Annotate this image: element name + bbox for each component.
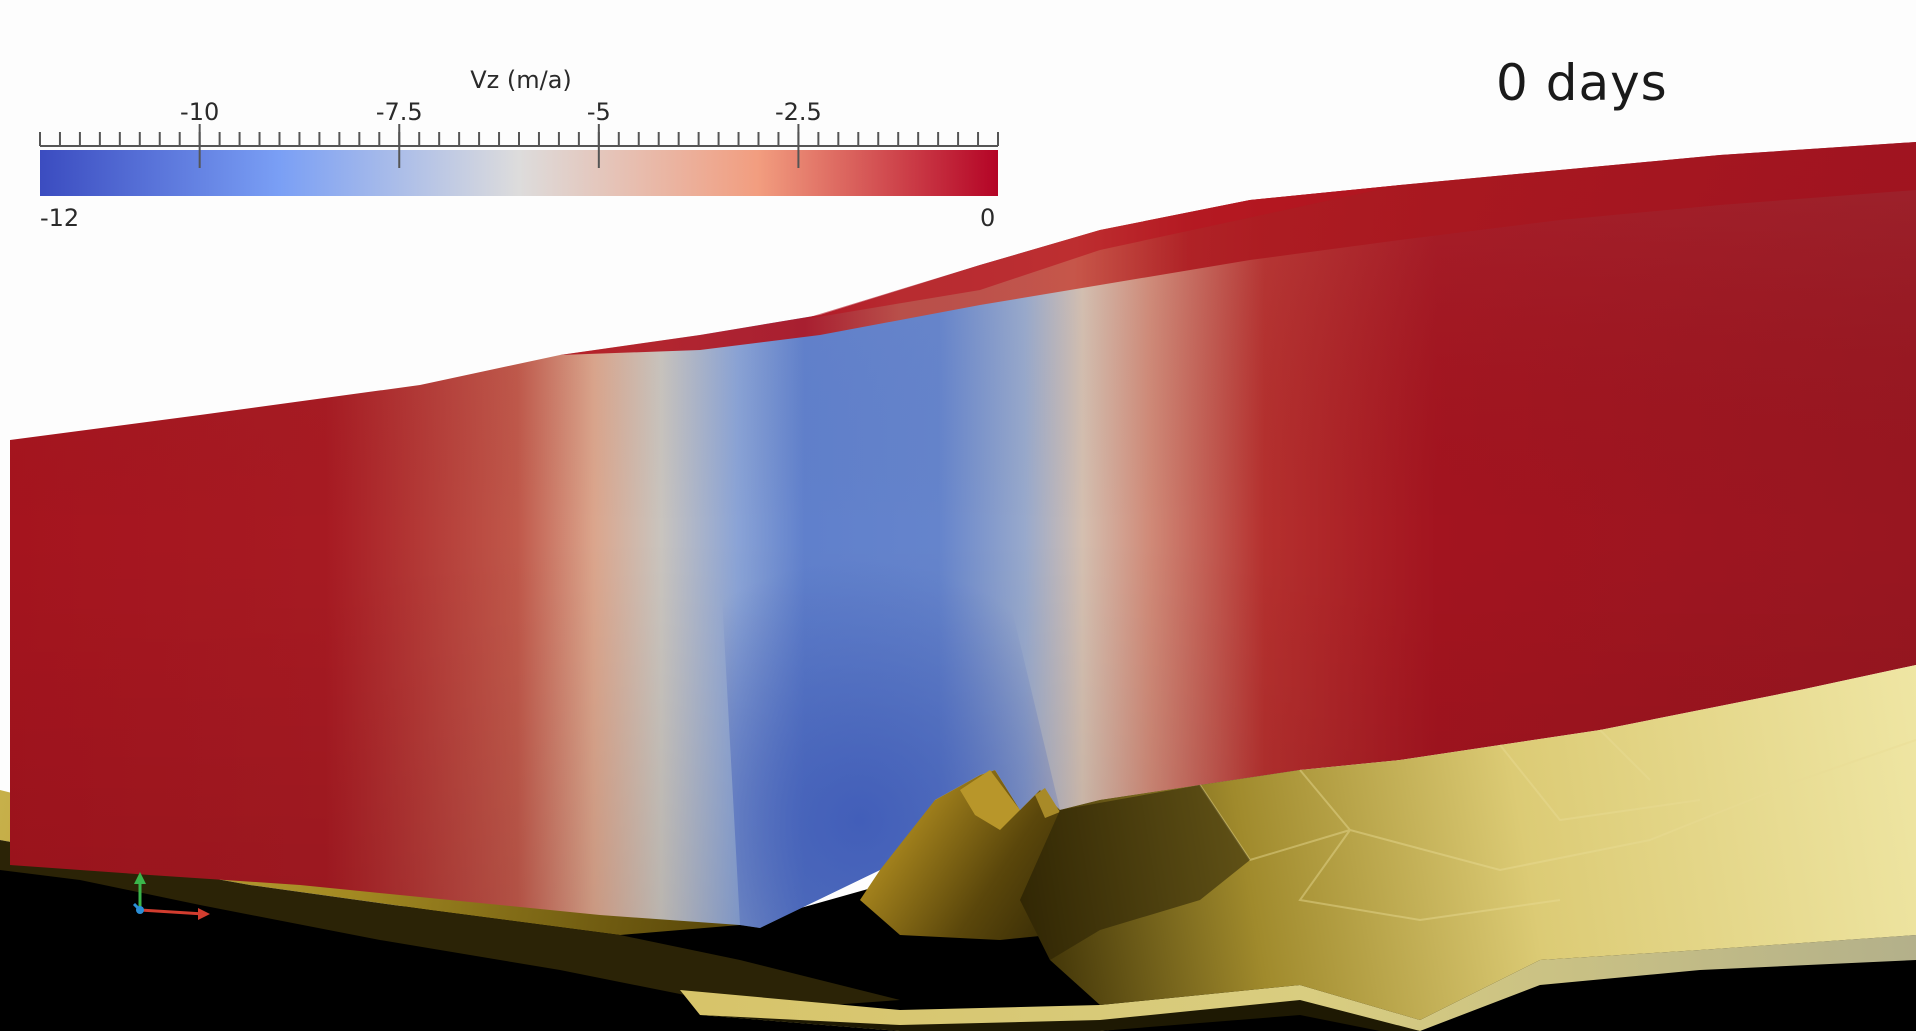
bedrock-left-underside xyxy=(0,840,900,1010)
bedrock-bottom-edge xyxy=(700,1000,1420,1031)
colorbar-title: Vz (m/a) xyxy=(470,66,572,94)
time-annotation: 0 days xyxy=(1496,54,1668,112)
bedrock-facets xyxy=(1199,729,1916,922)
colorbar-max-label: 0 xyxy=(980,204,996,232)
colorbar-gradient xyxy=(40,150,998,196)
colorbar-min-label: -12 xyxy=(40,204,80,232)
axes-orientation-glyph xyxy=(132,872,210,920)
colorbar-tick-label: -2.5 xyxy=(774,98,822,126)
colorbar-tick-label: -5 xyxy=(586,98,611,126)
bedrock-right xyxy=(1020,665,1916,1020)
ice-trough-blue xyxy=(720,560,1060,928)
ice-shading xyxy=(10,142,1916,928)
ridge-peak xyxy=(960,770,1020,830)
bedrock-shade xyxy=(1020,785,1250,960)
colorbar-tick-label: -10 xyxy=(180,98,220,126)
ridge-peak-2 xyxy=(1035,788,1060,818)
bedrock-bottom xyxy=(680,935,1916,1031)
ice-top-highlight xyxy=(800,185,1400,320)
colorbar-ticks xyxy=(39,124,999,168)
colorbar-tick-label: -7.5 xyxy=(375,98,423,126)
